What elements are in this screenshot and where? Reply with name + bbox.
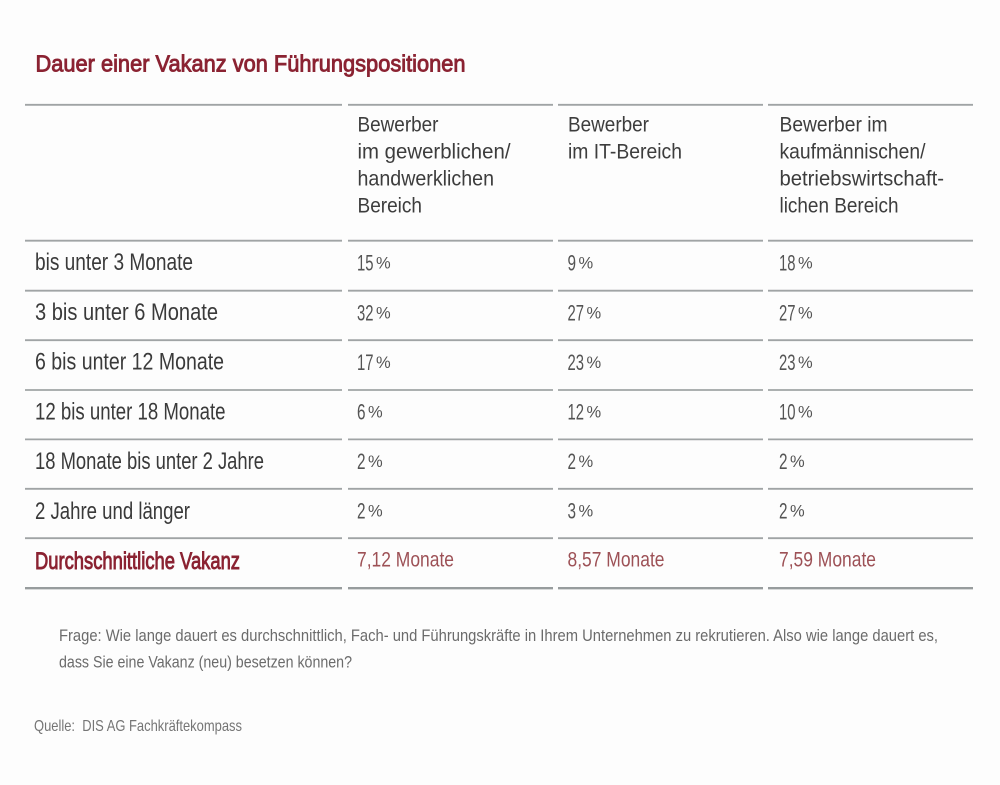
svg-text:2: 2	[357, 449, 366, 474]
svg-text:%: %	[790, 453, 805, 471]
svg-text:Frage: Wie lange dauert es dur: Frage: Wie lange dauert es durchschnittl…	[59, 626, 938, 645]
svg-text:6: 6	[357, 400, 366, 425]
svg-text:%: %	[579, 453, 594, 471]
svg-text:12 bis unter 18 Monate: 12 bis unter 18 Monate	[35, 398, 226, 425]
svg-text:%: %	[798, 404, 813, 422]
svg-text:3 bis unter 6 Monate: 3 bis unter 6 Monate	[35, 299, 218, 326]
svg-text:%: %	[790, 503, 805, 521]
svg-text:Dauer einer Vakanz von Führung: Dauer einer Vakanz von Führungspositione…	[36, 51, 466, 77]
svg-text:%: %	[368, 503, 383, 521]
svg-text:Bewerber: Bewerber	[358, 114, 439, 137]
svg-text:%: %	[798, 304, 813, 322]
svg-text:bis unter 3 Monate: bis unter 3 Monate	[35, 249, 193, 276]
svg-text:2: 2	[779, 499, 788, 524]
svg-text:handwerklichen: handwerklichen	[358, 168, 495, 191]
svg-text:Bereich: Bereich	[358, 195, 423, 218]
svg-text:lichen Bereich: lichen Bereich	[780, 195, 899, 218]
svg-text:23: 23	[568, 350, 585, 375]
svg-text:2: 2	[357, 499, 366, 524]
svg-text:6 bis unter 12 Monate: 6 bis unter 12 Monate	[35, 349, 224, 376]
svg-text:%: %	[798, 354, 813, 372]
svg-text:18: 18	[779, 250, 796, 275]
svg-text:%: %	[587, 404, 602, 422]
svg-text:10: 10	[779, 400, 796, 425]
svg-text:betriebswirtschaft-: betriebswirtschaft-	[780, 168, 945, 191]
svg-text:Quelle: DIS AG Fachkräftekomp: Quelle: DIS AG Fachkräftekompass	[34, 718, 242, 735]
svg-text:%: %	[579, 254, 594, 272]
svg-text:17: 17	[357, 350, 374, 375]
svg-text:%: %	[376, 304, 391, 322]
svg-text:Durchschnittliche Vakanz: Durchschnittliche Vakanz	[35, 548, 240, 575]
svg-text:9: 9	[568, 250, 577, 275]
svg-text:%: %	[368, 404, 383, 422]
svg-text:%: %	[579, 503, 594, 521]
svg-text:27: 27	[779, 300, 796, 325]
svg-text:%: %	[368, 453, 383, 471]
svg-text:dass Sie eine Vakanz (neu) bes: dass Sie eine Vakanz (neu) besetzen könn…	[59, 653, 352, 672]
svg-text:18 Monate bis unter 2 Jahre: 18 Monate bis unter 2 Jahre	[35, 448, 264, 475]
svg-text:32: 32	[357, 300, 374, 325]
svg-text:15: 15	[357, 250, 374, 275]
svg-text:2 Jahre und länger: 2 Jahre und länger	[35, 498, 190, 525]
svg-text:%: %	[587, 354, 602, 372]
svg-text:2: 2	[779, 449, 788, 474]
svg-text:8,57 Monate: 8,57 Monate	[568, 549, 665, 572]
svg-text:12: 12	[568, 400, 585, 425]
svg-text:23: 23	[779, 350, 796, 375]
svg-text:%: %	[798, 254, 813, 272]
svg-text:7,12 Monate: 7,12 Monate	[357, 549, 454, 572]
svg-text:7,59 Monate: 7,59 Monate	[779, 549, 876, 572]
svg-text:Bewerber: Bewerber	[568, 114, 649, 137]
svg-text:kaufmännischen/: kaufmännischen/	[780, 141, 926, 164]
svg-text:%: %	[376, 354, 391, 372]
svg-text:2: 2	[568, 449, 577, 474]
svg-text:im gewerblichen/: im gewerblichen/	[358, 141, 511, 164]
svg-text:%: %	[376, 254, 391, 272]
svg-text:3: 3	[568, 499, 577, 524]
svg-text:%: %	[587, 304, 602, 322]
svg-text:Bewerber im: Bewerber im	[780, 114, 888, 137]
svg-text:27: 27	[568, 300, 585, 325]
svg-text:im IT-Bereich: im IT-Bereich	[568, 141, 682, 164]
